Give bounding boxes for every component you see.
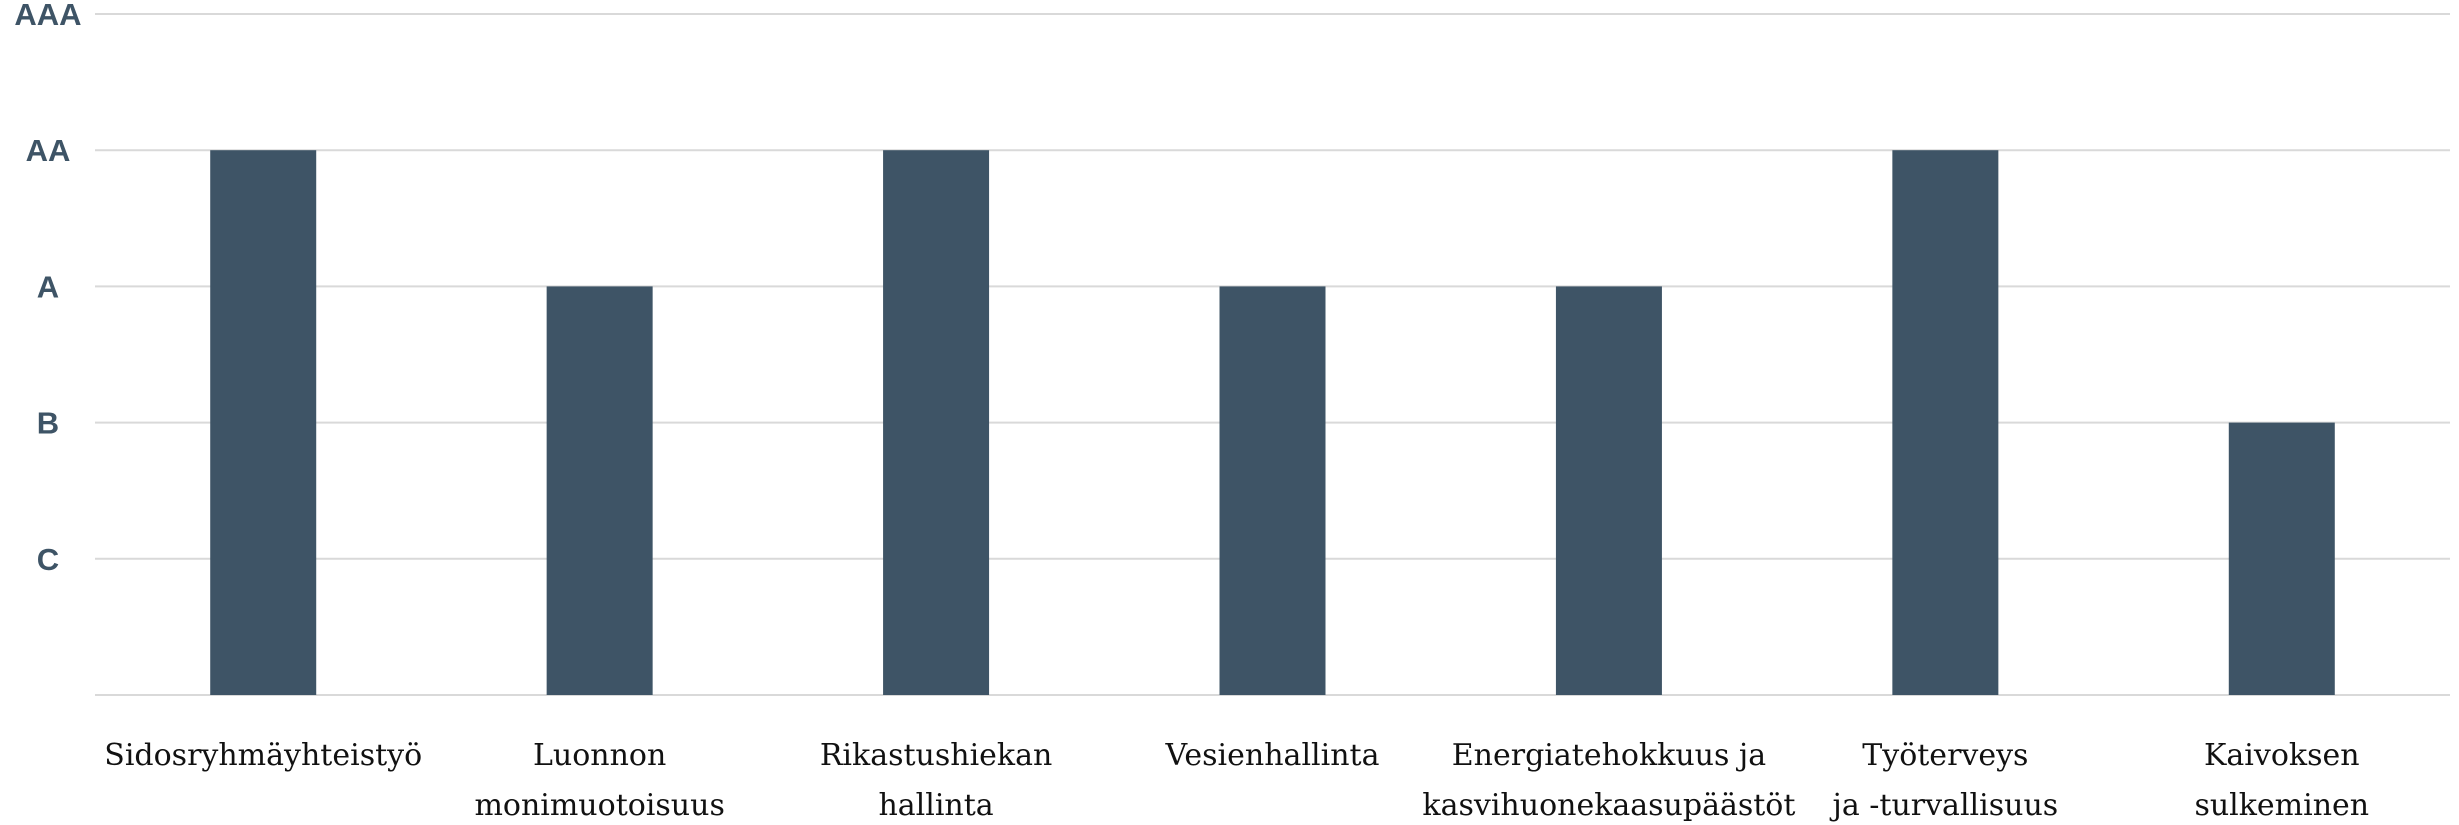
x-axis-tick-labels: Sidosryhmäyhteistyö Luonnon monimuotoisuus… [104, 738, 2369, 823]
x-tick-label: Rikastushiekan hallinta [820, 738, 1052, 823]
bar [883, 150, 989, 695]
x-tick-label: Työterveys ja -turvallisuus [1830, 738, 2059, 823]
y-tick-label: AAA [14, 0, 81, 32]
bar [1220, 286, 1326, 695]
bar [1892, 150, 1998, 695]
y-tick-label: C [37, 542, 59, 577]
bar [547, 286, 653, 695]
x-tick-label: Luonnon monimuotoisuus [474, 738, 724, 823]
bar [2229, 423, 2335, 695]
bar [210, 150, 316, 695]
x-tick-label: Vesienhallinta [1165, 738, 1380, 773]
y-tick-label: B [37, 406, 59, 441]
x-tick-label: Energiatehokkuus ja kasvihuonekaasupäästö… [1422, 738, 1795, 823]
x-tick-label: Kaivoksen sulkeminen [2194, 738, 2369, 823]
y-tick-label: A [37, 269, 59, 304]
x-tick-label: Sidosryhmäyhteistyö [104, 738, 422, 773]
bar [1556, 286, 1662, 695]
y-tick-label: AA [26, 133, 71, 168]
